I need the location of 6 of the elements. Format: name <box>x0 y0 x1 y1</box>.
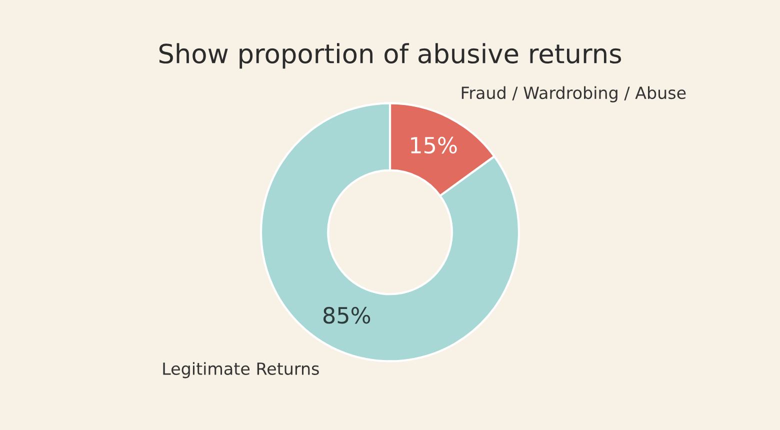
slice-label: Legitimate Returns <box>163 362 319 378</box>
data-label: 85% <box>323 306 370 324</box>
data-label: 15% <box>411 136 457 154</box>
slice-label: Fraud / Wardrobing / Abuse <box>462 86 686 102</box>
chart-title: Show proportion of abusive returns <box>159 43 622 69</box>
donut-slice <box>260 102 520 362</box>
